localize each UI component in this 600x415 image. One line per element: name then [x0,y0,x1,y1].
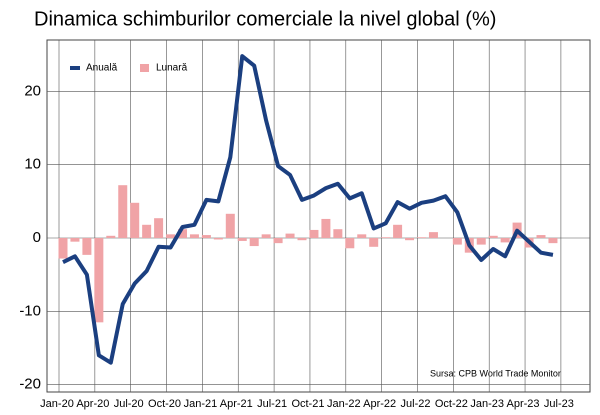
legend-label: Anuală [86,63,118,74]
bar [261,234,271,238]
y-tick-label: 10 [24,156,41,173]
plot-frame [46,39,591,393]
bar [452,238,462,245]
x-tick-label: Jul-22 [401,398,431,410]
bar [536,235,546,238]
bar [154,218,164,238]
bar [309,229,319,238]
bar [142,224,152,238]
legend-swatch [140,64,149,72]
bar [273,238,283,244]
source-note: Sursa: CPB World Trade Monitor [430,368,561,378]
x-tick-label: Jul-23 [544,398,574,410]
bar [321,218,331,238]
bar [488,235,498,238]
bar [345,238,355,249]
x-tick-label: Oct-21 [291,398,324,410]
x-tick-label: Jan-21 [184,398,218,410]
bar [70,238,80,242]
bar [428,232,438,238]
bar [178,229,187,238]
bar [393,224,403,238]
x-tick-label: Apr-22 [363,398,396,410]
y-tick-label: -10 [19,302,41,319]
bar [130,202,140,238]
legend-label: Lunară [156,63,188,74]
y-tick-label: -20 [19,376,41,393]
x-tick-label: Apr-23 [507,398,540,410]
bar [249,238,259,247]
bar [118,185,128,238]
x-tick-label: Apr-20 [76,398,109,410]
bar [237,238,247,241]
bar [166,234,176,238]
bar [106,235,116,238]
bar [357,234,367,238]
y-tick-label: 0 [33,229,41,246]
bar [381,237,391,238]
x-tick-label: Oct-20 [148,398,181,410]
x-tick-label: Jan-20 [40,398,74,410]
bar [94,238,104,323]
x-tick-label: Jan-23 [470,398,504,410]
bar [333,229,343,238]
bar [225,213,235,238]
bar [82,238,92,255]
x-tick-label: Jul-21 [257,398,287,410]
bar [58,238,68,259]
bar [297,238,307,241]
line [62,54,554,365]
bar [369,238,379,247]
bar [405,238,415,241]
bar [213,238,223,240]
y-tick-label: 20 [24,82,41,99]
bar [417,237,426,238]
x-tick-label: Jan-22 [327,398,361,410]
bar [500,238,510,243]
x-tick-label: Apr-21 [220,398,253,410]
bar [201,235,211,238]
bar [476,238,486,245]
chart-title: Dinamica schimburilor comerciale la nive… [34,8,496,30]
bar [189,234,199,238]
x-tick-label: Oct-22 [435,398,468,410]
bar [285,233,295,238]
bar [548,238,558,244]
x-tick-label: Jul-20 [114,398,144,410]
